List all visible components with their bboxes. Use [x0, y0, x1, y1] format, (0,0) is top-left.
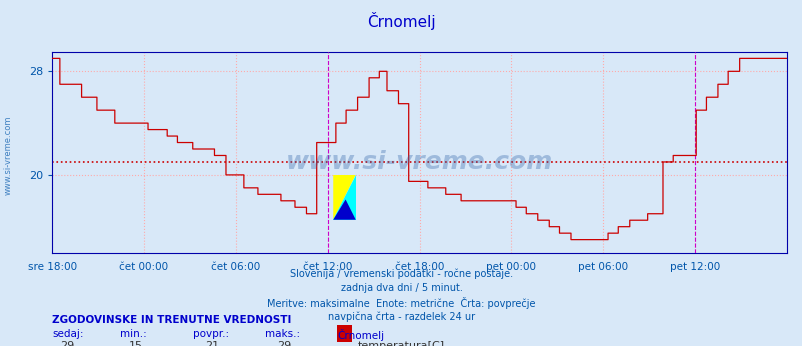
- Text: 15: 15: [128, 341, 142, 346]
- Text: ZGODOVINSKE IN TRENUTNE VREDNOSTI: ZGODOVINSKE IN TRENUTNE VREDNOSTI: [52, 315, 291, 325]
- Text: min.:: min.:: [120, 329, 147, 339]
- Text: Črnomelj: Črnomelj: [337, 329, 384, 341]
- Text: www.si-vreme.com: www.si-vreme.com: [286, 150, 553, 174]
- Polygon shape: [333, 199, 355, 220]
- Text: maks.:: maks.:: [265, 329, 300, 339]
- Polygon shape: [333, 175, 355, 220]
- Text: temperatura[C]: temperatura[C]: [357, 341, 444, 346]
- Text: povpr.:: povpr.:: [192, 329, 229, 339]
- Text: 29: 29: [277, 341, 291, 346]
- Text: zadnja dva dni / 5 minut.: zadnja dva dni / 5 minut.: [340, 283, 462, 293]
- Text: Meritve: maksimalne  Enote: metrične  Črta: povprečje: Meritve: maksimalne Enote: metrične Črta…: [267, 297, 535, 309]
- Text: Črnomelj: Črnomelj: [367, 12, 435, 30]
- Text: www.si-vreme.com: www.si-vreme.com: [4, 116, 13, 195]
- Text: 21: 21: [205, 341, 219, 346]
- Text: navpična črta - razdelek 24 ur: navpična črta - razdelek 24 ur: [327, 312, 475, 322]
- Text: sedaj:: sedaj:: [52, 329, 83, 339]
- Polygon shape: [333, 175, 355, 220]
- Text: Slovenija / vremenski podatki - ročne postaje.: Slovenija / vremenski podatki - ročne po…: [290, 268, 512, 279]
- Text: 29: 29: [60, 341, 75, 346]
